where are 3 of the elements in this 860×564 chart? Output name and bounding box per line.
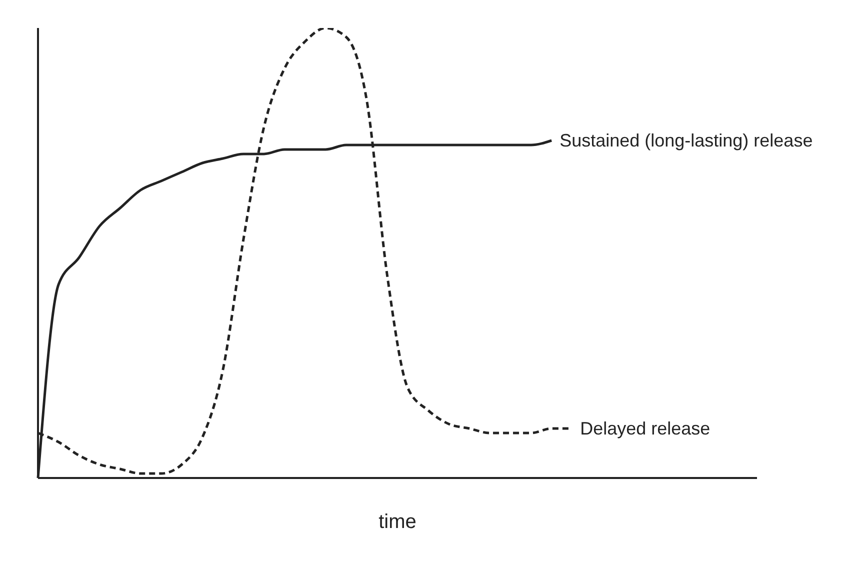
series-label: Sustained (long-lasting) release (560, 130, 813, 150)
series-label: Delayed release (580, 418, 710, 438)
x-axis-title: time (378, 511, 416, 533)
